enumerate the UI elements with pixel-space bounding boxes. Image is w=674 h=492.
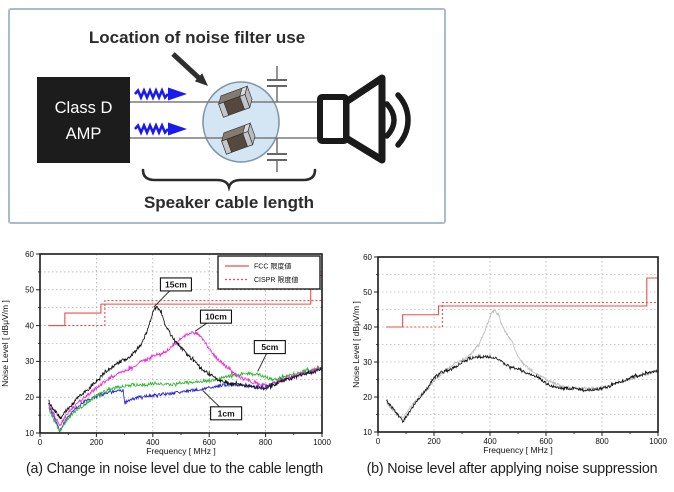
x-axis-label: Frequency [ MHz ] xyxy=(483,445,552,455)
y-tick-label: 30 xyxy=(25,357,34,366)
legend-label-cispr: CISPR 限度値 xyxy=(254,275,298,284)
amp-label-line1: Class D xyxy=(55,99,113,117)
y-tick-label: 60 xyxy=(363,253,372,262)
annotation-label: 15cm xyxy=(165,279,187,289)
x-tick-label: 0 xyxy=(376,437,381,446)
x-tick-label: 800 xyxy=(259,438,273,447)
noise-arrow-icon xyxy=(134,122,187,136)
cable-length-label: Speaker cable length xyxy=(144,193,314,212)
annotation-label: 1cm xyxy=(218,408,235,418)
y-tick-label: 40 xyxy=(25,321,34,330)
ferrite-bead-icon xyxy=(221,122,256,155)
pointer-arrow-icon xyxy=(171,52,208,86)
series-after-suppression xyxy=(386,353,659,424)
y-axis-label: Noise Level [ dBμV/m ] xyxy=(352,301,361,388)
y-tick-label: 20 xyxy=(25,393,34,402)
legend: FCC 限度値 CISPR 限度値 xyxy=(217,255,321,290)
noise-arrow-icon xyxy=(134,87,187,101)
diagram-title: Location of noise filter use xyxy=(89,28,305,47)
annotation-5cm: 5cm xyxy=(253,340,286,372)
annotation-10cm: 10cm xyxy=(194,309,233,332)
y-tick-label: 50 xyxy=(25,286,34,295)
caption-b: (b) Noise level after applying noise sup… xyxy=(366,461,658,477)
x-axis-label: Frequency [ MHz ] xyxy=(146,446,215,456)
y-tick-label: 10 xyxy=(363,428,372,437)
x-tick-label: 1000 xyxy=(649,437,667,446)
series-cispr-limit xyxy=(48,299,322,327)
y-tick-label: 20 xyxy=(363,393,372,402)
x-tick-label: 800 xyxy=(595,437,609,446)
speaker-icon xyxy=(317,74,411,164)
y-tick-label: 40 xyxy=(363,323,372,332)
diagram-canvas: Location of noise filter use xyxy=(37,28,411,212)
y-tick-label: 10 xyxy=(25,429,34,438)
caption-a: (a) Change in noise level due to the cab… xyxy=(26,461,323,477)
series-fcc-limit xyxy=(386,277,658,328)
capacitor-icon xyxy=(267,66,287,102)
annotation-1cm: 1cm xyxy=(202,390,243,421)
x-tick-label: 600 xyxy=(203,438,217,447)
x-tick-label: 400 xyxy=(146,438,160,447)
noise-filter-diagram: Location of noise filter use xyxy=(8,8,446,224)
x-tick-label: 600 xyxy=(539,437,553,446)
cable-length-brace xyxy=(141,168,317,192)
y-tick-label: 30 xyxy=(363,358,372,367)
x-tick-label: 200 xyxy=(90,438,104,447)
annotation-label: 5cm xyxy=(261,342,278,352)
legend-label-fcc: FCC 限度値 xyxy=(254,262,291,271)
amp-label-line2: AMP xyxy=(66,125,102,143)
series-15cm xyxy=(48,305,323,420)
annotation-15cm: 15cm xyxy=(153,277,192,308)
plot-border xyxy=(39,253,323,434)
y-tick-label: 50 xyxy=(363,288,372,297)
plot-border xyxy=(377,256,659,433)
annotation-label: 10cm xyxy=(205,312,227,322)
ferrite-bead-icon xyxy=(218,85,253,118)
series-5cm xyxy=(48,365,323,433)
series-before-suppression-15cm xyxy=(386,308,659,419)
class-d-amp-block: Class D AMP xyxy=(37,77,130,163)
capacitor-icon xyxy=(267,138,287,172)
x-tick-label: 400 xyxy=(483,437,497,446)
x-tick-label: 200 xyxy=(427,437,441,446)
x-tick-label: 1000 xyxy=(313,438,331,447)
y-tick-label: 60 xyxy=(25,250,34,259)
x-tick-label: 0 xyxy=(38,438,43,447)
series-1cm xyxy=(48,367,323,433)
grid xyxy=(378,257,658,432)
y-axis-label: Noise Level [ dBμV/m ] xyxy=(0,300,10,387)
